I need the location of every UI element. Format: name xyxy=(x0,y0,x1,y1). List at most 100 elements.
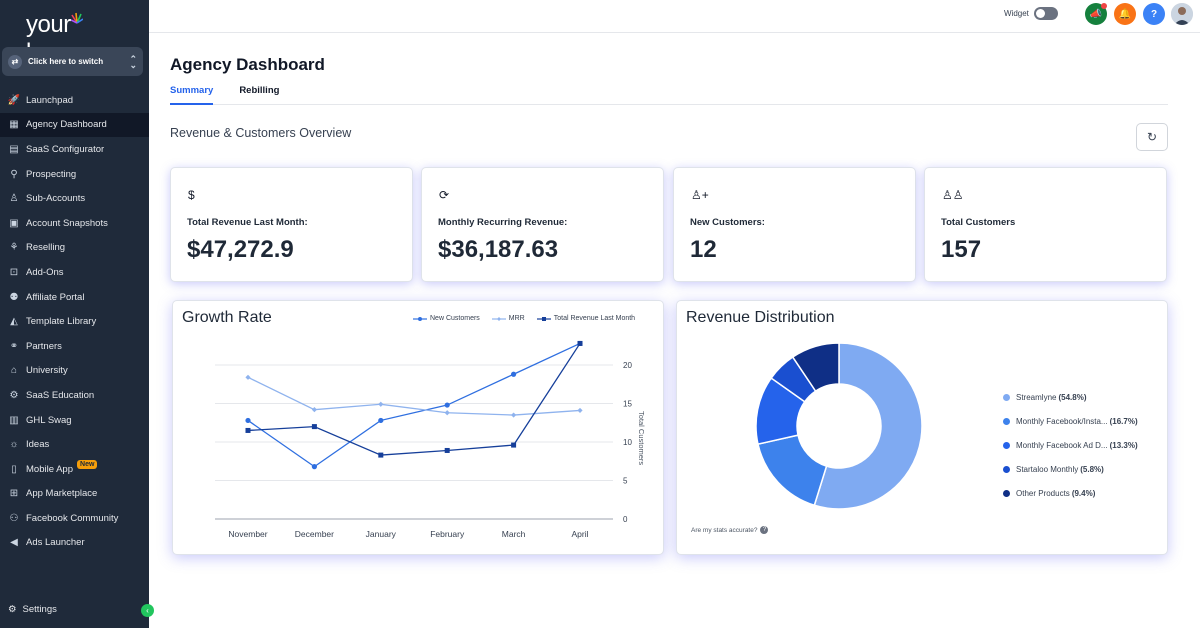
legend-mrr[interactable]: MRR xyxy=(491,315,525,322)
legend-label: New Customers xyxy=(430,315,480,322)
data-point xyxy=(245,427,251,433)
bar-chart-icon: ▤ xyxy=(9,143,19,155)
question-icon: ? xyxy=(1150,8,1158,20)
sidebar-item-ideas[interactable]: ☼ Ideas xyxy=(0,432,149,457)
new-badge: New xyxy=(77,459,98,469)
sidebar-item-account-snapshots[interactable]: ▣ Account Snapshots xyxy=(0,211,149,236)
sidebar-item-prospecting[interactable]: ⚲ Prospecting xyxy=(0,162,149,187)
legend-item[interactable]: Monthly Facebook/Insta... (16.7%) xyxy=(1003,409,1138,433)
notification-dot xyxy=(1101,3,1107,9)
legend-swatch xyxy=(1003,393,1010,401)
notifications-button[interactable]: 🔔 xyxy=(1114,3,1136,25)
legend-percent: (54.8%) xyxy=(1058,392,1087,402)
kpi-card-total-revenue: $ Total Revenue Last Month: $47,272.9 xyxy=(170,167,413,282)
data-point xyxy=(311,424,317,430)
y-tick-label: 0 xyxy=(623,515,628,524)
kpi-label: New Customers: xyxy=(690,217,765,228)
sidebar-item-saas-configurator[interactable]: ▤ SaaS Configurator xyxy=(0,137,149,162)
announcements-button[interactable]: 📣 xyxy=(1085,3,1107,25)
x-tick-label: January xyxy=(366,529,397,539)
dollar-icon: $ xyxy=(188,188,195,202)
sidebar-item-label: Reselling xyxy=(26,242,66,254)
collapse-sidebar-button[interactable]: ‹ xyxy=(141,604,154,617)
kpi-value: 157 xyxy=(941,236,982,263)
sidebar-item-app-marketplace[interactable]: ⊞ App Marketplace xyxy=(0,482,149,507)
data-point xyxy=(511,371,517,377)
legend-name: Streamlyne xyxy=(1016,392,1057,402)
sidebar-item-label: Add-Ons xyxy=(26,266,64,278)
community-icon: ⚇ xyxy=(9,512,19,524)
sidebar-item-facebook-community[interactable]: ⚇ Facebook Community xyxy=(0,506,149,531)
kpi-card-new-customers: ♙+ New Customers: 12 xyxy=(673,167,916,282)
user-plus-icon: ♙+ xyxy=(691,188,709,202)
switcher-chevron-icon: ⌃ ⌄ xyxy=(129,53,137,70)
store-icon: ▥ xyxy=(9,414,19,426)
legend-total-revenue[interactable]: Total Revenue Last Month xyxy=(536,315,636,322)
sidebar-item-sub-accounts[interactable]: ♙ Sub-Accounts xyxy=(0,186,149,211)
x-tick-label: February xyxy=(430,529,465,539)
sidebar-item-saas-education[interactable]: ⚙ SaaS Education xyxy=(0,383,149,408)
sidebar-item-settings[interactable]: ⚙ Settings xyxy=(8,604,57,615)
gear-icon: ⚙ xyxy=(8,604,17,615)
legend-label: MRR xyxy=(508,315,525,322)
sidebar-item-ghl-swag[interactable]: ▥ GHL Swag xyxy=(0,408,149,433)
sidebar-item-template-library[interactable]: ◭ Template Library xyxy=(0,309,149,334)
legend-item[interactable]: Streamlyne (54.8%) xyxy=(1003,385,1138,409)
y-tick-label: 10 xyxy=(623,438,632,447)
data-point xyxy=(444,410,450,416)
megaphone-icon: 📣 xyxy=(1089,8,1103,20)
legend-label: Total Revenue Last Month xyxy=(553,315,636,322)
sidebar-item-add-ons[interactable]: ⊡ Add-Ons xyxy=(0,260,149,285)
sidebar-item-label: Ads Launcher xyxy=(26,537,85,549)
sidebar-item-partners[interactable]: ⚭ Partners xyxy=(0,334,149,359)
tab-rebilling[interactable]: Rebilling xyxy=(239,85,280,96)
sidebar-item-affiliate-portal[interactable]: ⚉ Affiliate Portal xyxy=(0,285,149,310)
help-button[interactable]: ? xyxy=(1143,3,1165,25)
sidebar-item-ads-launcher[interactable]: ◀ Ads Launcher xyxy=(0,531,149,556)
avatar[interactable] xyxy=(1171,3,1193,25)
sidebar-item-university[interactable]: ⌂ University xyxy=(0,359,149,384)
series-line xyxy=(247,342,581,468)
data-point xyxy=(245,417,251,424)
revenue-distribution-panel: Revenue Distribution Streamlyne (54.8%) Mo… xyxy=(676,300,1168,555)
kpi-label: Total Customers xyxy=(941,217,1016,228)
donut-slice[interactable] xyxy=(813,342,923,510)
kpi-value: $36,187.63 xyxy=(438,236,559,263)
recurring-icon: ⟳ xyxy=(439,188,450,202)
data-point xyxy=(444,402,450,408)
kpi-label: Total Revenue Last Month: xyxy=(187,217,308,228)
tab-summary[interactable]: Summary xyxy=(170,83,214,105)
legend-new-customers[interactable]: New Customers xyxy=(413,315,480,322)
series-line xyxy=(247,343,581,456)
donut-slice[interactable] xyxy=(791,342,840,393)
data-point xyxy=(245,374,251,380)
sidebar-item-label: Launchpad xyxy=(26,94,74,106)
revenue-distribution-title: Revenue Distribution xyxy=(686,309,835,326)
users-icon: ♙♙ xyxy=(942,188,964,202)
sidebar-item-label: Account Snapshots xyxy=(26,217,108,229)
grid-icon: ⊞ xyxy=(9,488,19,500)
refresh-button[interactable]: ↻ xyxy=(1136,123,1168,151)
legend-swatch xyxy=(1003,417,1010,425)
stats-accuracy-link[interactable]: Are my stats accurate? ? xyxy=(691,526,769,534)
sidebar-item-mobile-app[interactable]: ▯ Mobile App New xyxy=(0,457,149,482)
legend-item[interactable]: Startaloo Monthly (5.8%) xyxy=(1003,457,1138,481)
legend-item[interactable]: Monthly Facebook Ad D... (13.3%) xyxy=(1003,433,1138,457)
account-switcher[interactable]: ⇄ Click here to switch ⌃ ⌄ xyxy=(2,47,143,76)
sidebar-item-agency-dashboard[interactable]: ▦ Agency Dashboard xyxy=(0,112,149,138)
widget-label: Widget xyxy=(1004,9,1029,18)
bell-icon: 🔔 xyxy=(1118,8,1132,20)
page-tabs: Summary Rebilling xyxy=(170,83,1168,105)
revenue-legend: Streamlyne (54.8%) Monthly Facebook/Insta.… xyxy=(1003,385,1138,505)
sidebar-item-launchpad[interactable]: 🚀 Launchpad xyxy=(0,88,149,113)
logo-text-left: your xyxy=(26,11,71,38)
settings-label: Settings xyxy=(22,604,57,615)
donut-slice[interactable] xyxy=(757,434,828,507)
data-point xyxy=(577,407,583,414)
reselling-icon: ⚘ xyxy=(9,242,19,254)
legend-item[interactable]: Other Products (9.4%) xyxy=(1003,481,1138,505)
sidebar-item-reselling[interactable]: ⚘ Reselling xyxy=(0,236,149,261)
brand-logo[interactable]: your logo xyxy=(26,10,126,66)
growth-legend: New Customers MRR Total Revenue Last Mon… xyxy=(413,315,647,322)
widget-toggle[interactable] xyxy=(1034,7,1058,20)
